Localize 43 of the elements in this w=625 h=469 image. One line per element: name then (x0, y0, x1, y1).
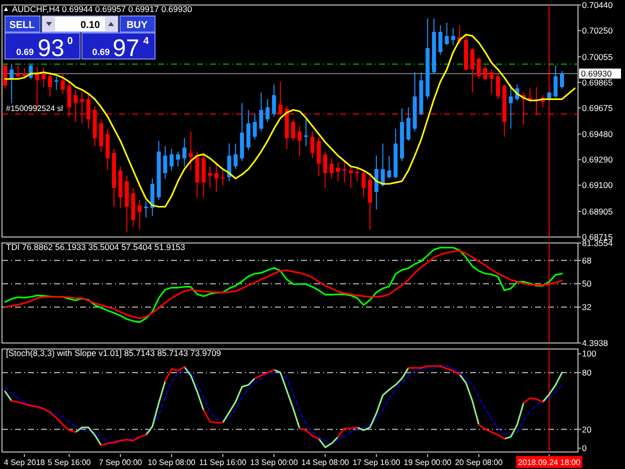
chart-title: AUDCHF,H4 0.69944 0.69957 0.69917 0.69930 (12, 4, 192, 14)
chart-title: [Stoch(8,3,3) with Slope v1.01] 85.7143 85.7143 73.9709 (6, 348, 222, 358)
annotation: SELL (9, 20, 35, 31)
y-tick-label: 0.70055 (582, 52, 613, 62)
y-tick-label: 0.69480 (582, 129, 613, 140)
x-tick-label: 17 Sep 16:00 (352, 458, 401, 467)
x-tick-label: 5 Sep 16:00 (48, 458, 92, 467)
annotation: 0.69 (16, 47, 34, 57)
annotation: 93 (38, 35, 64, 62)
annotation: 0.69 (92, 47, 110, 57)
y-tick-label: 68 (582, 255, 592, 266)
x-tick-label: 7 Sep 00:00 (98, 458, 143, 467)
annotation: BUY (126, 20, 148, 31)
x-tick-label: 14 Sep 08:00 (301, 458, 350, 467)
y-tick-label: 0.70250 (582, 26, 613, 36)
y-tick-label: 50 (582, 278, 592, 289)
chart-title: TDI 76.8862 56.1933 35.5004 57.5404 51.9153 (6, 242, 186, 252)
x-tick-label: 20 Sep 08:00 (454, 458, 504, 467)
y-tick-label: 0.69865 (582, 77, 613, 88)
y-tick-label: 0.69290 (582, 154, 613, 165)
y-tick-label: 0.69100 (582, 180, 613, 190)
y-tick-label: 0 (582, 443, 587, 454)
x-tick-label: 4 Sep 2018 (4, 458, 46, 467)
annotation: 97 (112, 35, 140, 62)
y-tick-label: 4.3938 (582, 338, 608, 348)
ref-line-label: #1500992524 sl (6, 104, 64, 113)
y-tick-label: 0.68715 (582, 232, 613, 242)
ref-line-label: 0.69930 (581, 68, 612, 79)
annotation: 0 (67, 36, 74, 47)
y-tick-label: 32 (582, 302, 592, 312)
y-tick-label: 0.68905 (582, 206, 613, 216)
x-tick-label: 19 Sep 00:00 (404, 458, 452, 467)
annotation: 0.10 (80, 20, 100, 31)
annotation: 4 (143, 36, 150, 47)
x-tick-label: 11 Sep 16:00 (199, 458, 247, 467)
y-tick-label: 0.70440 (582, 0, 613, 10)
x-tick-label: 13 Sep 00:00 (250, 458, 298, 467)
x-tick-label: 10 Sep 08:00 (148, 458, 196, 467)
y-tick-label: 80 (582, 368, 592, 378)
y-tick-label: 20 (582, 424, 592, 434)
y-tick-label: 100 (582, 348, 596, 359)
y-tick-label: 0.69675 (582, 102, 613, 113)
x-tick-label: 2018.09.24 18:00 (518, 458, 581, 467)
